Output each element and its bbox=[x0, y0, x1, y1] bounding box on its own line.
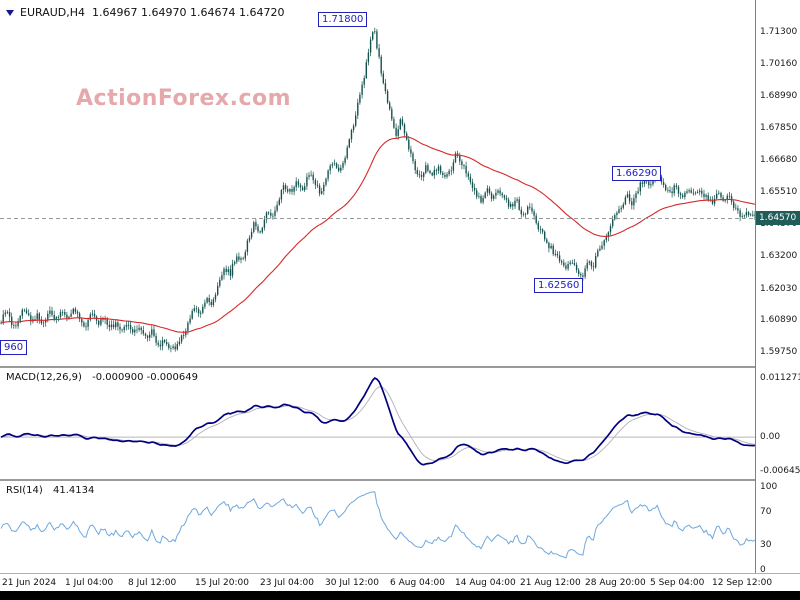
x-axis-tick-label: 14 Aug 04:00 bbox=[455, 578, 516, 588]
x-axis-tick-label: 30 Jul 12:00 bbox=[325, 578, 379, 588]
axis-tick-label: 0.011271 bbox=[760, 373, 800, 383]
price-annotation[interactable]: 1.62560 bbox=[534, 278, 584, 293]
x-axis-tick-label: 6 Aug 04:00 bbox=[390, 578, 445, 588]
axis-tick-label: 1.63200 bbox=[760, 251, 798, 261]
x-axis-tick-label: 12 Sep 12:00 bbox=[712, 578, 773, 588]
bottom-bar bbox=[0, 591, 800, 600]
candle-wicks bbox=[0, 27, 756, 353]
macd-name: MACD(12,26,9) bbox=[6, 372, 82, 383]
watermark: ActionForex.com bbox=[76, 86, 292, 111]
macd-values: -0.000900 -0.000649 bbox=[92, 372, 198, 383]
x-axis-tick-label: 23 Jul 04:00 bbox=[260, 578, 314, 588]
price-annotation[interactable]: 1.71800 bbox=[318, 12, 368, 27]
axis-tick-label: 1.60890 bbox=[760, 315, 798, 325]
rsi-label: RSI(14) 41.4134 bbox=[6, 485, 94, 496]
candlestick-canvas bbox=[0, 27, 756, 353]
price-annotation[interactable]: 1.66290 bbox=[612, 166, 662, 181]
rsi-panel[interactable]: RSI(14) 41.4134 bbox=[0, 481, 756, 573]
axis-tick-label: -0.006453 bbox=[760, 466, 800, 476]
axis-tick-label: 0.00 bbox=[760, 432, 781, 442]
price-chart-panel[interactable]: ActionForex.com EURAUD,H4 1.64967 1.6497… bbox=[0, 0, 756, 366]
x-axis-tick-label: 1 Jul 04:00 bbox=[65, 578, 114, 588]
x-axis-tick-label: 15 Jul 20:00 bbox=[195, 578, 249, 588]
axis-tick-label: 1.68990 bbox=[760, 91, 798, 101]
rsi-canvas bbox=[0, 491, 756, 559]
macd-signal-line bbox=[1, 386, 755, 462]
x-axis-tick-label: 21 Jun 2024 bbox=[2, 578, 57, 588]
price-axis[interactable]: 1.71300 1.70160 1.68990 1.67850 1.66680 1.655… bbox=[755, 0, 800, 575]
macd-panel[interactable]: MACD(12,26,9) -0.000900 -0.000649 bbox=[0, 368, 756, 479]
ohlc-values: 1.64967 1.64970 1.64674 1.64720 bbox=[92, 6, 285, 19]
axis-tick-label: 1.62030 bbox=[760, 284, 798, 294]
moving-average-line bbox=[1, 136, 756, 333]
x-axis-tick-label: 5 Sep 04:00 bbox=[650, 578, 705, 588]
axis-tick-label: 1.59750 bbox=[760, 347, 798, 357]
rsi-line bbox=[0, 491, 756, 559]
axis-tick-label: 70 bbox=[760, 507, 772, 517]
macd-label: MACD(12,26,9) -0.000900 -0.000649 bbox=[6, 372, 198, 383]
chart-symbol-icon bbox=[6, 9, 14, 16]
axis-tick-label: 1.67850 bbox=[760, 123, 798, 133]
x-axis-tick-label: 28 Aug 20:00 bbox=[585, 578, 646, 588]
axis-tick-label: 1.66680 bbox=[760, 155, 798, 165]
chart-title: EURAUD,H4 1.64967 1.64970 1.64674 1.6472… bbox=[6, 6, 284, 19]
candle-bodies bbox=[0, 31, 756, 350]
macd-line bbox=[0, 377, 755, 466]
axis-tick-label: 1.65510 bbox=[760, 187, 798, 197]
panel-separator bbox=[0, 479, 800, 481]
rsi-name: RSI(14) bbox=[6, 485, 43, 496]
current-price-badge: 1.64570 bbox=[756, 211, 800, 225]
symbol-label: EURAUD,H4 bbox=[20, 6, 86, 19]
axis-tick-label: 1.71300 bbox=[760, 27, 798, 37]
macd-canvas bbox=[0, 377, 756, 466]
axis-tick-label: 100 bbox=[760, 482, 778, 492]
x-axis-tick-label: 21 Aug 12:00 bbox=[520, 578, 581, 588]
time-axis[interactable]: 21 Jun 2024 1 Jul 04:00 8 Jul 12:00 15 Jul … bbox=[0, 573, 800, 591]
rsi-value: 41.4134 bbox=[52, 485, 95, 496]
x-axis-tick-label: 8 Jul 12:00 bbox=[128, 578, 177, 588]
axis-tick-label: 30 bbox=[760, 540, 772, 550]
axis-tick-label: 0 bbox=[760, 565, 766, 575]
axis-tick-label: 1.70160 bbox=[760, 59, 798, 69]
price-annotation[interactable]: 960 bbox=[0, 340, 28, 355]
panel-separator bbox=[0, 366, 800, 368]
